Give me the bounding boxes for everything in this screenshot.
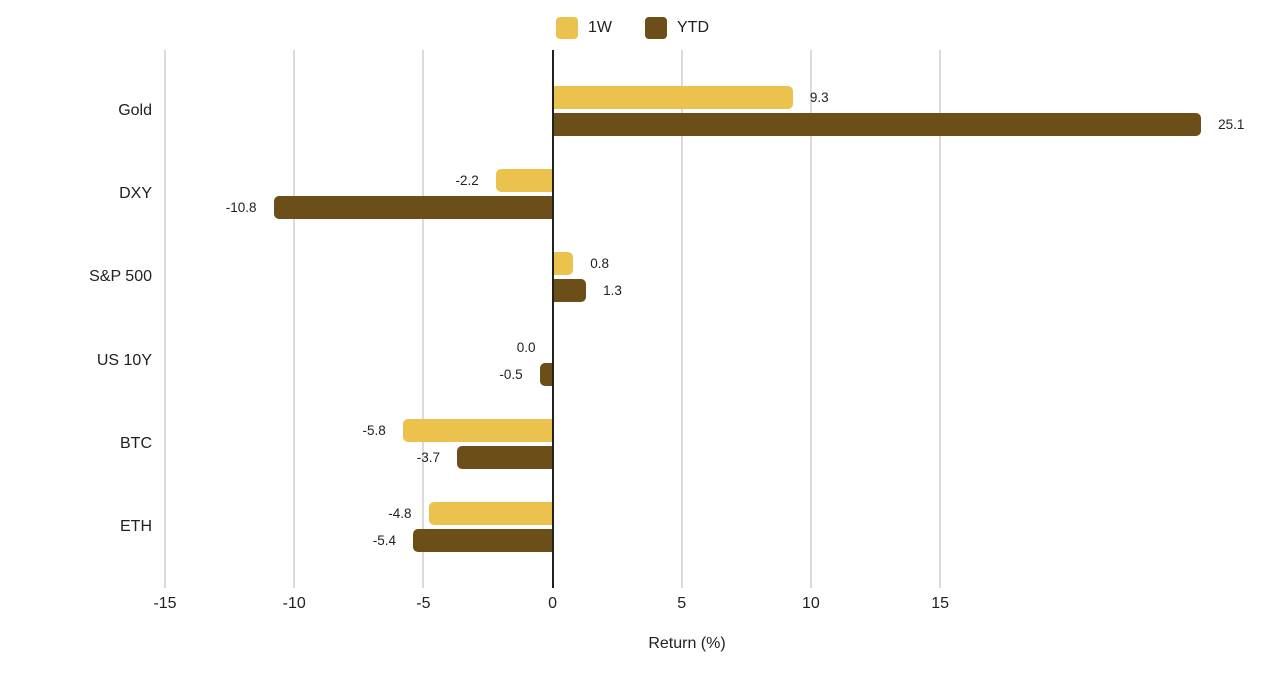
x-tick-label-10: -10 xyxy=(282,595,306,612)
legend-swatch-ytd xyxy=(645,17,667,39)
zero-axis-line xyxy=(551,50,554,588)
bar-ytd-us-10y xyxy=(539,362,553,386)
category-label-us-10y: US 10Y xyxy=(96,351,152,369)
x-tick-label-5: -5 xyxy=(416,595,431,612)
bar-1w-btc xyxy=(402,418,553,442)
grid-line xyxy=(422,50,425,588)
bar-1w-dxy xyxy=(495,169,553,193)
bar-1w-s-p-500 xyxy=(552,252,574,276)
category-label-gold: Gold xyxy=(118,102,152,119)
value-label-1w-btc: -5.8 xyxy=(362,422,386,438)
value-label-1w-s-p-500: 0.8 xyxy=(590,256,609,272)
category-label-s-p-500: S&P 500 xyxy=(89,268,152,286)
chart-legend: 1W YTD xyxy=(556,17,709,39)
grid-line xyxy=(809,50,812,588)
grid-line xyxy=(164,50,166,588)
bar-ytd-s-p-500 xyxy=(552,279,587,303)
x-tick-label-0: 0 xyxy=(548,595,557,612)
value-label-ytd-eth: -5.4 xyxy=(372,533,397,548)
x-tick-label-10: 10 xyxy=(802,595,820,612)
bar-ytd-dxy xyxy=(273,196,553,220)
legend-label-ytd: YTD xyxy=(677,19,709,36)
category-label-btc: BTC xyxy=(120,434,152,452)
value-label-ytd-us-10y: -0.5 xyxy=(499,366,523,382)
value-label-ytd-btc: -3.7 xyxy=(416,449,440,465)
value-label-ytd-dxy: -10.8 xyxy=(225,200,257,216)
value-label-ytd-gold: 25.1 xyxy=(1218,117,1245,132)
legend-label-1w: 1W xyxy=(588,19,612,36)
value-label-ytd-s-p-500: 1.3 xyxy=(603,283,622,299)
bar-1w-gold xyxy=(552,86,793,109)
bar-1w-eth xyxy=(428,502,553,525)
plot-area: 9.3 -2.2 0.8 0.0 -5.8 -4.8 25.1 -10.8 1.3 -0.5 -3.… xyxy=(164,50,1245,588)
grid-line xyxy=(939,50,942,588)
x-tick-label-15: 15 xyxy=(931,595,950,612)
grid-line xyxy=(293,50,296,588)
value-label-1w-dxy: -2.2 xyxy=(455,173,479,189)
category-label-eth: ETH xyxy=(120,518,152,535)
bar-ytd-eth xyxy=(413,529,553,552)
y-axis-category-labels: Gold DXY S&P 500 US 10Y BTC ETH xyxy=(0,50,152,588)
x-tick-label-15: -15 xyxy=(153,595,177,612)
bar-ytd-gold xyxy=(552,113,1202,136)
bar-ytd-btc xyxy=(456,445,553,469)
x-axis-title: Return (%) xyxy=(648,635,726,652)
category-label-dxy: DXY xyxy=(119,185,152,203)
legend-swatch-1w xyxy=(556,17,578,39)
x-axis-tick-labels: -15 -10 -5 0 5 10 15 xyxy=(153,593,1245,615)
value-label-1w-eth: -4.8 xyxy=(388,506,412,521)
legend-item-ytd: YTD xyxy=(645,17,709,39)
value-label-1w-gold: 9.3 xyxy=(809,90,829,105)
value-label-1w-us-10y: 0.0 xyxy=(516,339,536,355)
legend-item-1w: 1W xyxy=(556,17,612,39)
grid-line xyxy=(680,50,683,588)
x-tick-label-5: 5 xyxy=(677,595,687,612)
